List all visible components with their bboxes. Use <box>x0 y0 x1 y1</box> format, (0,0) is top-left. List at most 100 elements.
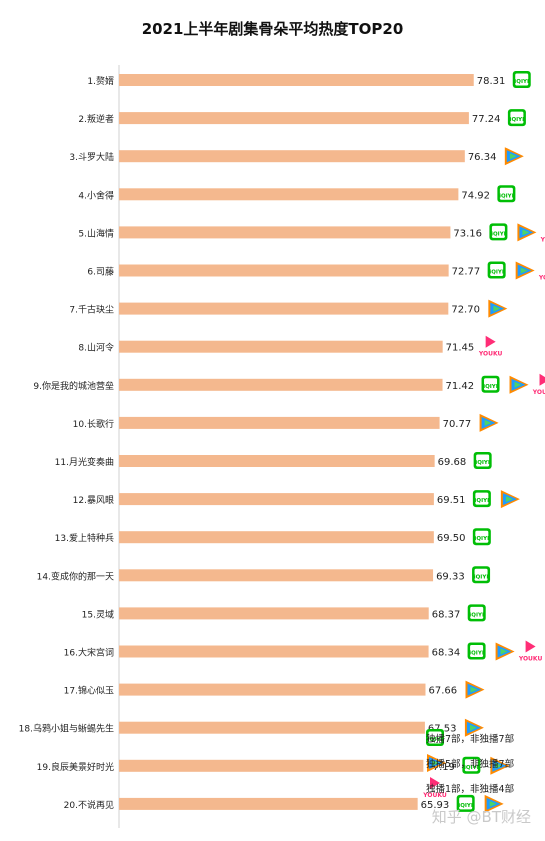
bar <box>119 455 435 467</box>
bar <box>119 531 434 544</box>
iqiyi-icon: iQIYI <box>487 261 506 279</box>
bar-row: 2.叛逆者 77.24 iQIYI <box>78 109 526 127</box>
legend-text-youku: 独播1部，非独播4部 <box>426 784 515 795</box>
svg-text:iQIYI: iQIYI <box>491 231 506 237</box>
iqiyi-icon: iQIYI <box>467 642 486 660</box>
bar-row: 15.灵域 68.37 iQIYI <box>82 604 486 622</box>
youku-icon: YOUKU <box>518 640 542 663</box>
bar-row: 13.爱上特种兵 69.50 iQIYI <box>55 528 491 546</box>
tencent-icon <box>495 642 515 661</box>
bar <box>119 797 418 810</box>
bar <box>119 74 474 86</box>
bar-row: 17.锦心似玉 67.66 <box>64 680 485 699</box>
bar <box>119 264 449 277</box>
legend-item-youku: 独播1部，非独播4部 <box>426 781 514 795</box>
tencent-icon <box>465 680 485 699</box>
bar-row: 12.暴风眼 69.51 iQIYI <box>73 490 520 509</box>
legend-item-tencent: 独播5部，非独播7部 <box>426 756 514 770</box>
bar-row: 11.月光变奏曲 69.68 iQIYI <box>55 452 492 469</box>
bar-row: 18.乌鸦小姐与蜥蜴先生 67.53 <box>19 718 484 737</box>
bar <box>119 150 465 163</box>
bar-row: 9.你是我的城池营垒 71.42 iQIYI YOUKU <box>33 373 545 396</box>
tencent-icon <box>500 490 520 509</box>
svg-text:iQIYI: iQIYI <box>469 651 484 657</box>
bar-row: 20.不说再见 65.93 iQIYI <box>64 794 504 813</box>
svg-text:iQIYI: iQIYI <box>475 498 490 504</box>
bar-row: 10.长歌行 70.77 <box>73 413 499 432</box>
value-label: 68.34 <box>432 648 461 659</box>
bar <box>119 112 469 125</box>
iqiyi-icon: iQIYI <box>489 223 508 241</box>
value-label: 67.66 <box>428 686 457 697</box>
value-label: 78.31 <box>477 76 506 87</box>
value-label: 70.77 <box>443 419 472 430</box>
bar-row: 6.司藤 72.77 iQIYI YOUKU <box>87 261 545 282</box>
category-label: 18.乌鸦小姐与蜥蜴先生 <box>19 723 114 735</box>
svg-text:iQIYI: iQIYI <box>510 117 525 123</box>
tencent-icon <box>479 413 499 432</box>
legend-youku-icon: YOUKU <box>422 777 447 799</box>
svg-text:iQIYI: iQIYI <box>499 193 514 199</box>
svg-text:YOUKU: YOUKU <box>540 236 545 243</box>
category-label: 4.小舍得 <box>78 189 114 201</box>
tencent-icon <box>484 794 504 813</box>
svg-text:YOUKU: YOUKU <box>532 389 545 396</box>
bar-row: 1.赘婿 78.31 iQIYI <box>87 71 531 88</box>
category-label: 6.司藤 <box>87 266 114 278</box>
value-label: 69.51 <box>437 495 466 506</box>
tencent-icon <box>517 223 537 242</box>
category-label: 17.锦心似玉 <box>64 685 114 697</box>
svg-text:iQIYI: iQIYI <box>469 612 484 618</box>
legend-text-tencent: 独播5部，非独播7部 <box>426 759 515 770</box>
category-label: 14.变成你的那一天 <box>37 570 114 582</box>
value-label: 72.70 <box>451 305 480 316</box>
tencent-icon <box>504 147 524 166</box>
value-label: 68.37 <box>432 609 461 620</box>
bar-row: 19.良辰美景好时光 67.19 iQIYI <box>37 756 510 775</box>
bar <box>119 340 443 353</box>
youku-icon: YOUKU <box>538 275 545 282</box>
category-label: 2.叛逆者 <box>78 113 114 125</box>
category-label: 5.山海情 <box>78 227 114 239</box>
iqiyi-icon: iQIYI <box>481 375 500 393</box>
tencent-icon <box>488 299 508 318</box>
legend-item-iqiyi: 独播7部，非独播7部 <box>426 731 514 745</box>
bar-row: 14.变成你的那一天 69.33 iQIYI <box>37 566 491 584</box>
tencent-icon <box>490 756 510 775</box>
bar <box>119 378 443 391</box>
bar <box>119 683 426 696</box>
value-label: 69.50 <box>437 533 466 544</box>
value-label: 67.19 <box>426 762 455 773</box>
category-label: 9.你是我的城池营垒 <box>33 380 114 392</box>
category-label: 8.山河令 <box>78 342 114 354</box>
iqiyi-icon: iQIYI <box>473 452 492 469</box>
category-label: 16.大宋宫词 <box>64 647 114 659</box>
legend-tencent-icon <box>427 754 446 772</box>
watermark: 知乎 @BT财经 <box>431 808 531 826</box>
svg-text:iQIYI: iQIYI <box>428 737 443 743</box>
tencent-icon <box>509 375 529 394</box>
svg-text:YOUKU: YOUKU <box>538 275 545 282</box>
value-label: 69.68 <box>438 457 467 468</box>
iqiyi-icon: iQIYI <box>467 604 486 622</box>
value-label: 73.16 <box>453 228 482 239</box>
bar-row: 7.千古玦尘 72.70 <box>69 299 508 318</box>
category-label: 20.不说再见 <box>64 799 114 811</box>
youku-icon: YOUKU <box>478 335 503 358</box>
iqiyi-icon: iQIYI <box>472 528 491 546</box>
iqiyi-icon: iQIYI <box>472 566 491 584</box>
bar <box>119 416 440 429</box>
chart-title: 2021上半年剧集骨朵平均热度TOP20 <box>141 20 404 38</box>
tencent-icon <box>464 718 484 737</box>
svg-text:iQIYI: iQIYI <box>464 765 479 771</box>
category-label: 10.长歌行 <box>73 418 114 430</box>
bar <box>119 302 449 315</box>
value-label: 76.34 <box>468 152 497 163</box>
bar <box>119 607 429 620</box>
bar <box>119 569 434 582</box>
iqiyi-icon: iQIYI <box>472 490 491 508</box>
iqiyi-icon: iQIYI <box>456 794 475 812</box>
category-label: 12.暴风眼 <box>73 495 114 506</box>
bar-row: 4.小舍得 74.92 iQIYI <box>78 185 516 203</box>
